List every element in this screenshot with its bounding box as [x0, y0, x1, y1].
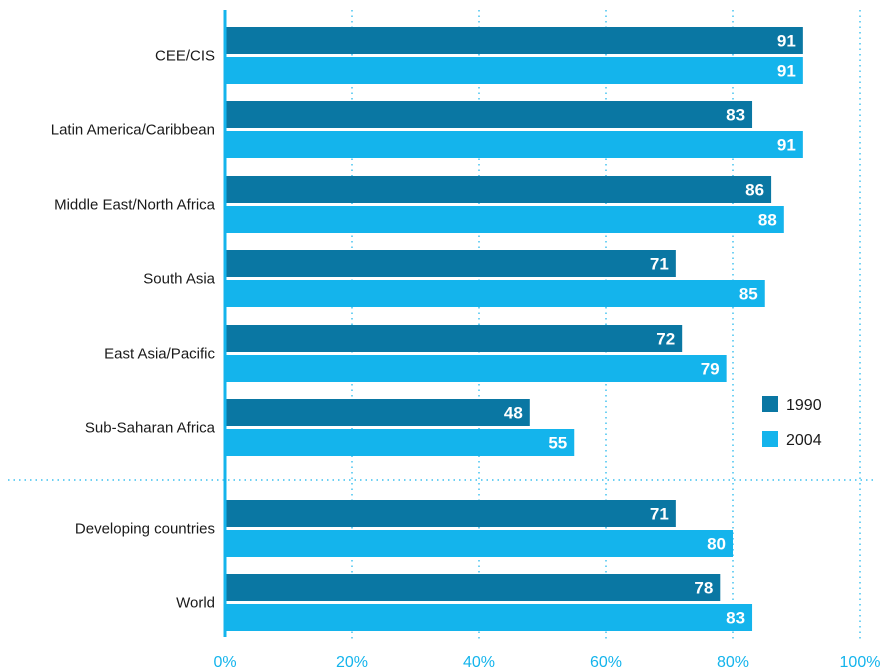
value-label-2004-4: 79 — [701, 360, 720, 379]
bar-2004-6 — [225, 530, 733, 557]
bar-1990-0 — [225, 27, 803, 54]
bar-1990-7 — [225, 574, 721, 601]
value-label-1990-2: 86 — [745, 181, 764, 200]
bar-2004-3 — [225, 280, 765, 307]
bar-2004-0 — [225, 57, 803, 84]
value-label-1990-7: 78 — [694, 579, 713, 598]
x-tick-label-3: 60% — [590, 654, 622, 671]
category-label-6: Developing countries — [75, 521, 215, 538]
bar-1990-6 — [225, 500, 676, 527]
bar-2004-1 — [225, 131, 803, 158]
value-label-2004-7: 83 — [726, 609, 745, 628]
category-label-3: South Asia — [143, 271, 215, 288]
value-label-1990-6: 71 — [650, 505, 669, 524]
value-label-1990-1: 83 — [726, 106, 745, 125]
bar-1990-4 — [225, 325, 683, 352]
legend-swatch-2004 — [762, 431, 778, 447]
value-label-2004-0: 91 — [777, 62, 796, 81]
bar-1990-2 — [225, 176, 772, 203]
bars-group: 91 91 83 91 86 88 71 85 72 79 48 55 71 80 78 83 — [225, 27, 803, 631]
legend-swatch-1990 — [762, 396, 778, 412]
category-label-7: World — [176, 595, 215, 612]
bar-2004-7 — [225, 604, 753, 631]
value-label-1990-4: 72 — [656, 330, 675, 349]
value-label-2004-6: 80 — [707, 535, 726, 554]
category-label-0: CEE/CIS — [155, 48, 215, 65]
x-tick-label-5: 100% — [840, 654, 881, 671]
value-label-1990-3: 71 — [650, 255, 669, 274]
legend-label-2004: 2004 — [786, 432, 822, 449]
value-label-2004-2: 88 — [758, 211, 777, 230]
x-tick-label-4: 80% — [717, 654, 749, 671]
bar-2004-5 — [225, 429, 575, 456]
bar-2004-2 — [225, 206, 784, 233]
category-labels: CEE/CIS Latin America/Caribbean Middle Eas… — [51, 48, 216, 612]
bar-2004-4 — [225, 355, 727, 382]
category-label-5: Sub-Saharan Africa — [85, 420, 216, 437]
legend: 1990 2004 — [762, 396, 822, 449]
value-label-1990-0: 91 — [777, 32, 796, 51]
bar-1990-3 — [225, 250, 676, 277]
bar-1990-5 — [225, 399, 530, 426]
x-tick-label-0: 0% — [213, 654, 236, 671]
category-label-4: East Asia/Pacific — [104, 346, 215, 363]
bar-1990-1 — [225, 101, 753, 128]
value-label-1990-5: 48 — [504, 404, 523, 423]
x-tick-labels: 0% 20% 40% 60% 80% 100% — [213, 654, 880, 671]
x-tick-label-2: 40% — [463, 654, 495, 671]
category-label-2: Middle East/North Africa — [54, 197, 216, 214]
x-tick-label-1: 20% — [336, 654, 368, 671]
value-label-2004-3: 85 — [739, 285, 758, 304]
legend-label-1990: 1990 — [786, 397, 822, 414]
value-label-2004-1: 91 — [777, 136, 796, 155]
value-label-2004-5: 55 — [548, 434, 567, 453]
category-label-1: Latin America/Caribbean — [51, 122, 215, 139]
